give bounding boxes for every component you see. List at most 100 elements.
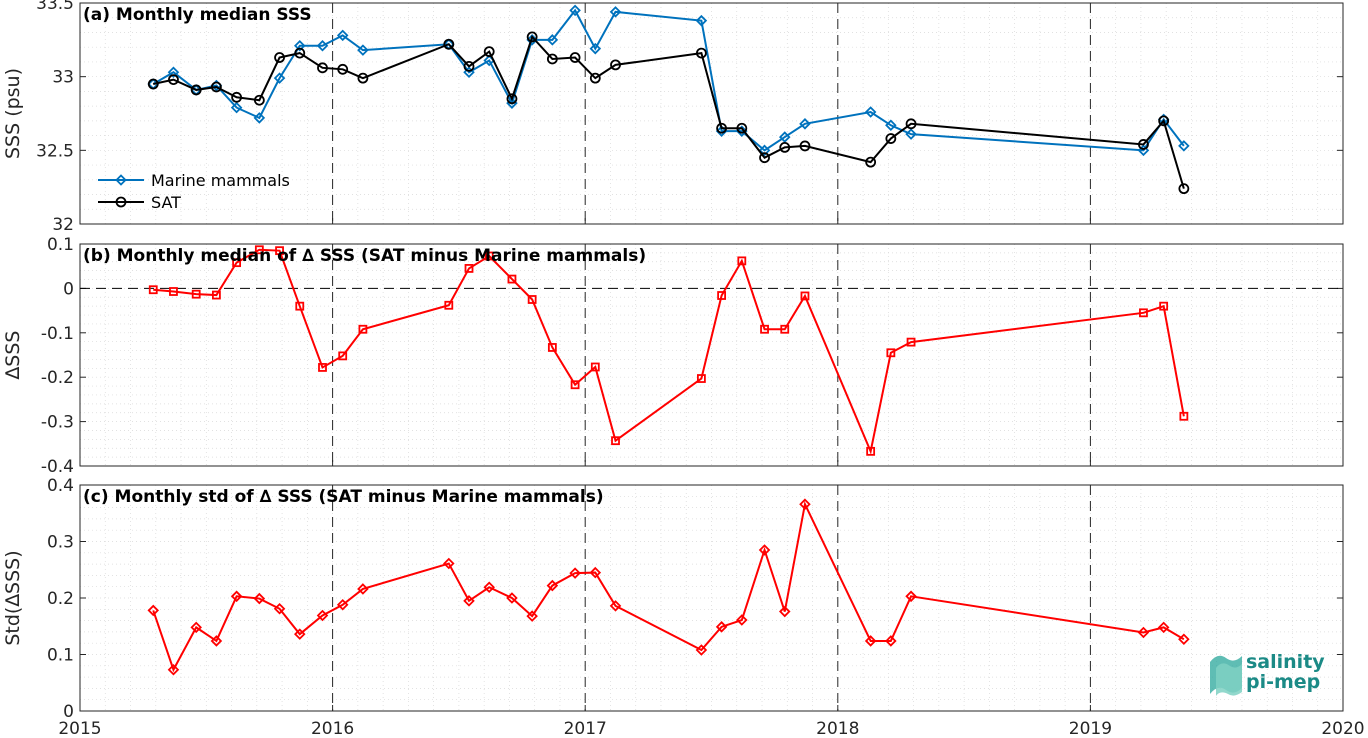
legend-label: Marine mammals [151, 171, 290, 190]
salinity-pi-mep-logo: salinity pi-mep [1208, 648, 1338, 698]
data-point-1-0 [275, 246, 284, 256]
data-point-2-0 [483, 581, 495, 594]
data-point-0-0 [357, 44, 369, 56]
data-point-2-0 [526, 610, 538, 622]
data-point-0-1 [1138, 139, 1149, 150]
data-point-1-0 [148, 285, 158, 295]
x-tick-label: 2018 [816, 719, 859, 738]
data-point-2-0 [799, 498, 811, 510]
x-tick-label: 2015 [58, 719, 101, 738]
data-point-0-1 [317, 62, 328, 74]
data-point-0-0 [609, 6, 622, 18]
series-line-0-0 [152, 8, 1185, 152]
data-point-0-1 [253, 94, 265, 106]
legend-label: SAT [151, 193, 181, 212]
data-point-0-0 [885, 119, 897, 132]
x-tick-label: 2017 [564, 719, 607, 738]
data-point-2-0 [695, 644, 708, 656]
y-tick-label: 33.5 [36, 0, 74, 14]
data-point-0-1 [569, 52, 581, 63]
data-point-0-0 [546, 34, 559, 46]
data-point-0-1 [589, 72, 601, 84]
data-point-1-0 [484, 251, 494, 261]
y-tick-label: -0.3 [41, 413, 74, 433]
data-point-0-0 [569, 4, 581, 17]
data-point-2-0 [569, 567, 581, 579]
data-point-0-1 [483, 46, 495, 58]
data-point-0-1 [610, 59, 621, 71]
data-point-2-0 [210, 635, 223, 647]
data-point-0-1 [506, 93, 518, 105]
x-tick-label: 2020 [1321, 719, 1364, 738]
y-tick-label: -0.4 [41, 457, 74, 477]
data-point-0-1 [274, 52, 285, 63]
data-point-0-0 [316, 39, 329, 52]
data-point-0-0 [167, 66, 180, 79]
data-point-0-0 [778, 131, 791, 143]
panel-title: (c) Monthly std of ∆ SSS (SAT minus Mari… [83, 487, 604, 507]
y-tick-label: 0.1 [47, 646, 74, 666]
data-point-2-0 [885, 635, 897, 647]
data-point-0-0 [715, 125, 728, 137]
legend-marker [115, 196, 127, 208]
data-point-1-0 [866, 446, 876, 456]
y-tick-label: -0.1 [41, 324, 74, 344]
y-axis-label: Std(∆SSS) [2, 550, 24, 645]
data-point-1-0 [527, 295, 537, 304]
data-point-0-1 [211, 81, 222, 93]
data-point-0-1 [337, 63, 349, 75]
y-tick-label: 0.4 [47, 476, 74, 496]
data-point-1-0 [590, 362, 600, 372]
data-point-1-0 [212, 290, 221, 300]
series-line-0-1 [153, 34, 1185, 189]
data-point-1-0 [696, 374, 706, 383]
data-point-1-0 [906, 337, 916, 347]
data-point-2-0 [1137, 626, 1150, 639]
y-tick-label: -0.2 [41, 368, 74, 388]
data-point-0-1 [885, 133, 897, 144]
data-point-1-0 [1139, 308, 1148, 318]
logo-line-2: pi-mep [1246, 671, 1321, 693]
panel-title: (a) Monthly median SSS [83, 5, 312, 25]
y-tick-label: 0.1 [47, 235, 74, 255]
data-point-1-0 [570, 380, 580, 390]
data-point-2-0 [253, 592, 266, 605]
data-point-1-0 [295, 301, 305, 311]
data-point-1-0 [507, 274, 517, 284]
data-point-0-1 [716, 122, 728, 134]
data-point-2-0 [778, 605, 791, 618]
data-point-0-0 [736, 125, 748, 137]
data-point-2-0 [147, 604, 160, 617]
data-point-0-1 [443, 38, 455, 50]
data-point-2-0 [758, 544, 771, 556]
axes-box [79, 2, 1344, 225]
data-point-2-0 [546, 579, 559, 592]
data-point-0-1 [695, 47, 707, 59]
data-point-2-0 [736, 614, 748, 626]
data-point-0-1 [168, 74, 179, 86]
data-point-2-0 [589, 566, 602, 579]
y-tick-label: 0 [63, 279, 74, 299]
x-tick-label: 2016 [311, 719, 354, 738]
y-tick-label: 33 [52, 68, 74, 88]
data-point-2-0 [463, 595, 475, 607]
data-point-0-0 [905, 128, 917, 140]
wave-logo-icon [1210, 655, 1242, 696]
data-point-1-0 [1179, 411, 1189, 421]
y-tick-label: 32.5 [36, 141, 74, 161]
y-axis-label: ∆SSS [2, 331, 24, 381]
data-point-2-0 [1157, 621, 1170, 634]
data-point-2-0 [1178, 633, 1190, 646]
data-point-2-0 [167, 663, 180, 676]
data-point-0-0 [799, 118, 811, 130]
data-point-0-0 [695, 14, 708, 27]
data-point-1-0 [191, 289, 201, 299]
data-point-2-0 [230, 590, 243, 603]
data-point-1-0 [737, 256, 747, 266]
data-point-2-0 [864, 635, 877, 647]
data-point-0-1 [1178, 183, 1190, 195]
data-point-2-0 [443, 557, 455, 570]
data-point-2-0 [190, 621, 202, 634]
data-point-1-0 [318, 363, 327, 372]
